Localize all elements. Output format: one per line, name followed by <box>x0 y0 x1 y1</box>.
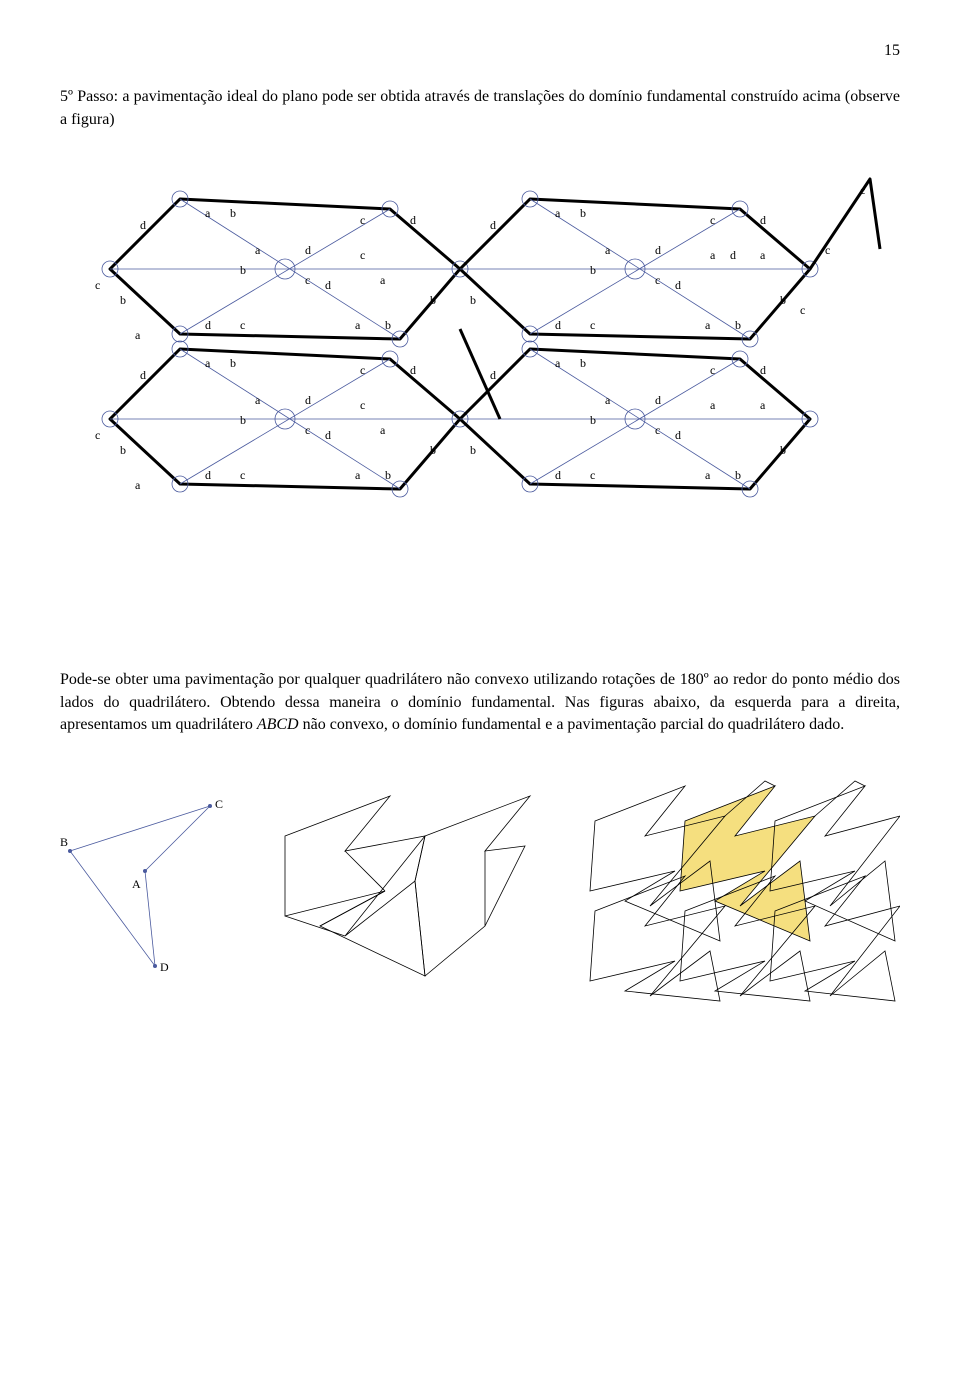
label-d: d <box>760 363 766 377</box>
label-a: a <box>380 273 386 287</box>
label-b: b <box>120 443 126 457</box>
label-a: a <box>605 393 611 407</box>
label-d: d <box>675 278 681 292</box>
label-c: c <box>710 213 715 227</box>
label-c: c <box>655 423 660 437</box>
label-c: c <box>360 213 365 227</box>
label-c: c <box>95 428 100 442</box>
label-a: a <box>355 468 361 482</box>
label-b: b <box>230 206 236 220</box>
label-b: b <box>735 468 741 482</box>
label-a: a <box>255 393 261 407</box>
label-c: c <box>305 423 310 437</box>
label-a: a <box>205 206 211 220</box>
label-d: d <box>555 318 561 332</box>
label-d: d <box>140 218 146 232</box>
para2-italic: ABCD <box>257 716 299 733</box>
label-b: b <box>590 413 596 427</box>
label-d: d <box>490 368 496 382</box>
label-d: d <box>675 428 681 442</box>
label-a: a <box>710 248 716 262</box>
label-a: a <box>380 423 386 437</box>
label-a: a <box>760 248 766 262</box>
label-d: d <box>410 363 416 377</box>
label-d: d <box>325 278 331 292</box>
vertex-D: D <box>160 960 169 974</box>
label-c: c <box>240 468 245 482</box>
label-a: a <box>705 468 711 482</box>
label-c: c <box>240 318 245 332</box>
label-a: a <box>205 356 211 370</box>
fundamental-domain-svg <box>275 786 535 996</box>
label-d: d <box>760 213 766 227</box>
hex-tessellation-svg: d a b c d c b a d c a b d c c d a a b b <box>70 159 890 629</box>
label-b: b <box>780 443 786 457</box>
label-d: d <box>140 368 146 382</box>
label-c: c <box>305 273 310 287</box>
label-b: b <box>240 413 246 427</box>
label-c: c <box>710 363 715 377</box>
label-d: d <box>490 218 496 232</box>
label-a: a <box>255 243 261 257</box>
figure-hex-tessellation: d a b c d c b a d c a b d c c d a a b b <box>60 159 900 629</box>
label-b: b <box>735 318 741 332</box>
label-b: b <box>580 356 586 370</box>
label-d: d <box>730 248 736 262</box>
label-c: c <box>590 318 595 332</box>
label-b: b <box>240 263 246 277</box>
label-b: b <box>430 443 436 457</box>
label-c: c <box>860 183 865 197</box>
para2-text-b: não convexo, o domínio fundamental e a p… <box>299 716 845 733</box>
label-a: a <box>555 356 561 370</box>
vertex-C: C <box>215 797 223 811</box>
label-a: a <box>555 206 561 220</box>
label-c: c <box>800 303 805 317</box>
label-b: b <box>470 293 476 307</box>
label-d: d <box>410 213 416 227</box>
label-b: b <box>385 318 391 332</box>
label-b: b <box>470 443 476 457</box>
label-b: b <box>230 356 236 370</box>
label-b: b <box>120 293 126 307</box>
page-number: 15 <box>60 40 900 62</box>
vertex-A: A <box>132 877 141 891</box>
vertex-B: B <box>60 835 68 849</box>
label-c: c <box>655 273 660 287</box>
label-d: d <box>655 243 661 257</box>
label-b: b <box>430 293 436 307</box>
label-b: b <box>590 263 596 277</box>
label-c: c <box>360 398 365 412</box>
label-a: a <box>760 398 766 412</box>
label-a: a <box>355 318 361 332</box>
label-a: a <box>135 478 141 492</box>
partial-tessellation-svg <box>560 776 900 1006</box>
quad-abcd-svg: B C A D <box>60 796 250 986</box>
label-b: b <box>780 293 786 307</box>
label-b: b <box>580 206 586 220</box>
label-a: a <box>705 318 711 332</box>
label-c: c <box>590 468 595 482</box>
paragraph-1: 5º Passo: a pavimentação ideal do plano … <box>60 86 900 131</box>
label-c: c <box>95 278 100 292</box>
label-d: d <box>205 468 211 482</box>
label-a: a <box>710 398 716 412</box>
label-d: d <box>305 243 311 257</box>
paragraph-2: Pode-se obter uma pavimentação por qualq… <box>60 669 900 736</box>
label-d: d <box>325 428 331 442</box>
label-d: d <box>305 393 311 407</box>
label-c: c <box>360 248 365 262</box>
label-a: a <box>605 243 611 257</box>
label-b: b <box>385 468 391 482</box>
label-d: d <box>655 393 661 407</box>
label-a: a <box>135 328 141 342</box>
quad-figures-row: B C A D <box>60 776 900 1006</box>
label-d: d <box>205 318 211 332</box>
label-c: c <box>360 363 365 377</box>
label-d: d <box>555 468 561 482</box>
